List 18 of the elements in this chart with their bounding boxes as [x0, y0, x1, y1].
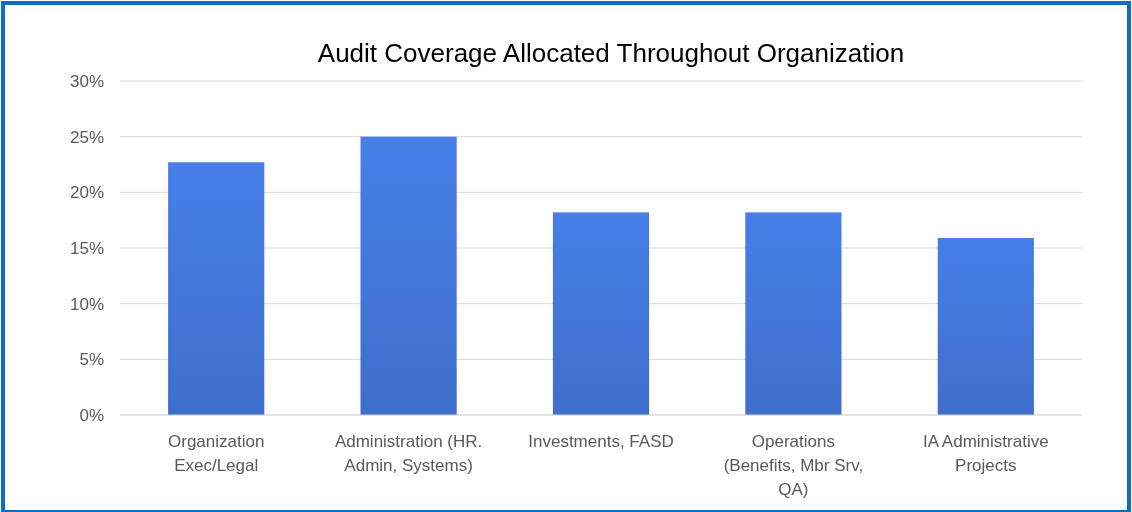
x-tick-label: Administration (HR. Admin, Systems) [334, 432, 483, 475]
bar [552, 212, 650, 415]
bar [937, 237, 1034, 415]
x-tick-label: Operations (Benefits, Mbr Srv, QA) [723, 432, 864, 499]
x-tick-label: Organization Exec/Legal [168, 432, 265, 475]
y-tick-label: 25% [69, 127, 104, 147]
bar [745, 212, 842, 415]
y-tick-label: 15% [69, 238, 104, 258]
y-tick-label: 5% [79, 350, 104, 370]
x-tick-label: Investments, FASD [528, 432, 674, 451]
bar [360, 136, 457, 415]
y-tick-label: 30% [69, 71, 104, 91]
y-tick-label: 10% [69, 294, 104, 314]
y-tick-label: 20% [69, 183, 104, 203]
chart-title: Audit Coverage Allocated Throughout Organization [317, 38, 905, 68]
bar [168, 162, 265, 415]
x-tick-label: IA Administrative Projects [922, 432, 1049, 475]
y-tick-label: 0% [79, 405, 104, 425]
